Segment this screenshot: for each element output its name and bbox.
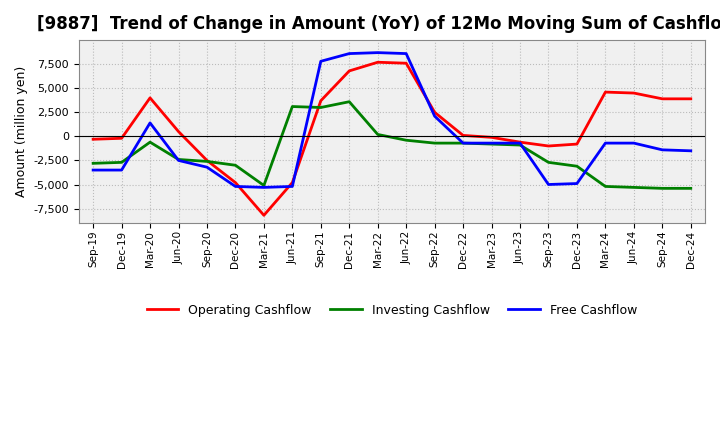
Investing Cashflow: [544, 160, 553, 165]
Investing Cashflow: [658, 186, 667, 191]
Line: Operating Cashflow: Operating Cashflow: [93, 62, 690, 215]
Operating Cashflow: [374, 59, 382, 65]
Free Cashflow: [145, 120, 154, 125]
Investing Cashflow: [459, 140, 467, 146]
Operating Cashflow: [544, 143, 553, 149]
Investing Cashflow: [374, 132, 382, 137]
Operating Cashflow: [431, 110, 439, 115]
Free Cashflow: [174, 158, 183, 163]
Operating Cashflow: [487, 135, 496, 140]
Free Cashflow: [374, 50, 382, 55]
Investing Cashflow: [117, 160, 126, 165]
Operating Cashflow: [402, 61, 410, 66]
Free Cashflow: [516, 140, 524, 146]
Operating Cashflow: [202, 158, 211, 163]
Investing Cashflow: [487, 141, 496, 147]
Investing Cashflow: [431, 140, 439, 146]
Operating Cashflow: [231, 180, 240, 185]
Free Cashflow: [459, 140, 467, 146]
Investing Cashflow: [686, 186, 695, 191]
Free Cashflow: [260, 185, 269, 190]
Free Cashflow: [288, 184, 297, 189]
Free Cashflow: [202, 165, 211, 170]
Free Cashflow: [431, 114, 439, 119]
Investing Cashflow: [402, 138, 410, 143]
Investing Cashflow: [629, 185, 638, 190]
Y-axis label: Amount (million yen): Amount (million yen): [15, 66, 28, 197]
Free Cashflow: [686, 148, 695, 154]
Investing Cashflow: [89, 161, 97, 166]
Investing Cashflow: [288, 104, 297, 109]
Operating Cashflow: [260, 213, 269, 218]
Free Cashflow: [117, 168, 126, 173]
Operating Cashflow: [459, 133, 467, 138]
Free Cashflow: [231, 184, 240, 189]
Operating Cashflow: [601, 89, 610, 95]
Investing Cashflow: [202, 159, 211, 164]
Line: Investing Cashflow: Investing Cashflow: [93, 102, 690, 188]
Legend: Operating Cashflow, Investing Cashflow, Free Cashflow: Operating Cashflow, Investing Cashflow, …: [142, 299, 642, 322]
Operating Cashflow: [89, 136, 97, 142]
Operating Cashflow: [658, 96, 667, 102]
Operating Cashflow: [686, 96, 695, 102]
Investing Cashflow: [231, 163, 240, 168]
Investing Cashflow: [317, 105, 325, 110]
Investing Cashflow: [601, 184, 610, 189]
Operating Cashflow: [345, 68, 354, 73]
Operating Cashflow: [117, 136, 126, 141]
Operating Cashflow: [174, 129, 183, 134]
Investing Cashflow: [145, 139, 154, 145]
Investing Cashflow: [260, 183, 269, 188]
Free Cashflow: [487, 140, 496, 146]
Free Cashflow: [658, 147, 667, 153]
Free Cashflow: [629, 140, 638, 146]
Operating Cashflow: [572, 141, 581, 147]
Investing Cashflow: [516, 143, 524, 148]
Investing Cashflow: [174, 157, 183, 162]
Operating Cashflow: [145, 95, 154, 100]
Free Cashflow: [345, 51, 354, 56]
Investing Cashflow: [572, 164, 581, 169]
Operating Cashflow: [288, 180, 297, 185]
Free Cashflow: [572, 181, 581, 186]
Free Cashflow: [544, 182, 553, 187]
Free Cashflow: [601, 140, 610, 146]
Title: [9887]  Trend of Change in Amount (YoY) of 12Mo Moving Sum of Cashflows: [9887] Trend of Change in Amount (YoY) o…: [37, 15, 720, 33]
Free Cashflow: [402, 51, 410, 56]
Operating Cashflow: [629, 90, 638, 95]
Free Cashflow: [89, 168, 97, 173]
Line: Free Cashflow: Free Cashflow: [93, 53, 690, 187]
Operating Cashflow: [516, 139, 524, 145]
Operating Cashflow: [317, 98, 325, 103]
Free Cashflow: [317, 59, 325, 64]
Investing Cashflow: [345, 99, 354, 104]
